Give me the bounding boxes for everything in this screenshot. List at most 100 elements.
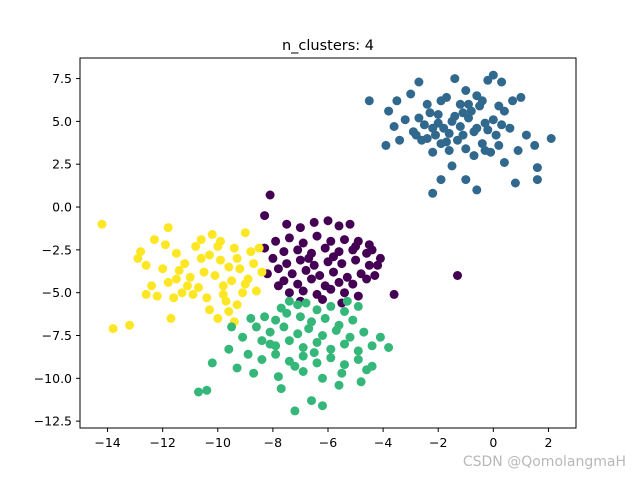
data-point xyxy=(235,264,245,274)
data-point xyxy=(293,300,303,310)
data-point xyxy=(218,281,228,291)
data-point xyxy=(238,288,248,298)
data-point xyxy=(194,283,203,292)
data-point xyxy=(422,99,432,109)
data-point xyxy=(364,96,374,106)
data-point xyxy=(309,217,319,227)
data-point xyxy=(271,349,281,359)
data-point xyxy=(461,175,471,185)
data-point xyxy=(304,253,314,263)
data-point xyxy=(257,267,267,277)
y-tick-label: 7.5 xyxy=(52,71,72,86)
plot-points xyxy=(97,70,556,416)
data-point xyxy=(546,134,556,143)
data-point xyxy=(158,264,168,274)
data-point xyxy=(428,147,438,157)
data-point xyxy=(513,146,523,155)
data-point xyxy=(375,253,385,263)
data-point xyxy=(194,387,203,397)
data-point xyxy=(497,120,507,130)
data-point xyxy=(530,140,540,150)
data-point xyxy=(458,130,468,140)
data-point xyxy=(326,301,336,311)
y-tick-label: 0.0 xyxy=(52,200,72,215)
data-point xyxy=(334,277,344,287)
data-point xyxy=(301,298,311,308)
data-point xyxy=(147,281,157,291)
data-point xyxy=(171,248,181,258)
data-point xyxy=(309,348,319,358)
data-point xyxy=(243,349,253,359)
data-point xyxy=(210,271,220,280)
data-point xyxy=(433,110,443,119)
y-tick-label: 5.0 xyxy=(52,114,72,129)
data-point xyxy=(406,89,416,99)
data-point xyxy=(497,77,507,87)
data-point xyxy=(381,140,391,150)
data-point xyxy=(166,313,176,323)
data-point xyxy=(455,99,465,109)
data-point xyxy=(411,130,421,140)
data-point xyxy=(257,336,267,346)
data-point xyxy=(362,274,372,284)
data-point xyxy=(505,123,515,133)
x-axis: −14 −12 −10 −8 −6 −4 −2 0 2 xyxy=(94,428,552,450)
data-point xyxy=(265,339,275,349)
data-point xyxy=(329,267,338,277)
data-point xyxy=(428,188,438,198)
data-point xyxy=(273,372,283,382)
data-point xyxy=(483,125,493,135)
data-point xyxy=(265,327,275,337)
data-point xyxy=(491,130,501,140)
x-tick-label: −6 xyxy=(319,435,337,450)
data-point xyxy=(469,151,479,161)
data-point xyxy=(326,353,336,363)
data-point xyxy=(196,235,206,245)
data-point xyxy=(295,223,305,233)
data-point xyxy=(304,324,314,334)
data-point xyxy=(461,86,471,95)
data-point xyxy=(260,211,270,221)
data-point xyxy=(326,284,336,294)
data-point xyxy=(323,216,333,226)
data-point xyxy=(419,120,429,130)
data-point xyxy=(364,260,374,270)
data-point xyxy=(169,293,179,303)
data-point xyxy=(218,289,228,299)
x-tick-label: 0 xyxy=(489,435,497,450)
data-point xyxy=(414,113,424,123)
chart-title: n_clusters: 4 xyxy=(282,38,374,54)
data-point xyxy=(312,305,322,315)
data-point xyxy=(97,219,107,229)
data-point xyxy=(436,96,446,106)
data-point xyxy=(284,233,294,243)
data-point xyxy=(340,339,349,349)
data-point xyxy=(392,96,402,106)
data-point xyxy=(337,368,347,378)
data-point xyxy=(326,236,336,246)
data-point xyxy=(224,344,234,354)
y-tick-label: −2.5 xyxy=(42,242,72,257)
data-point xyxy=(298,238,308,248)
data-point xyxy=(348,279,358,289)
data-point xyxy=(359,327,369,337)
data-point xyxy=(273,264,283,274)
data-point xyxy=(207,358,217,368)
data-point xyxy=(431,130,440,140)
data-point xyxy=(240,279,250,289)
data-point xyxy=(293,329,303,339)
data-point xyxy=(251,322,261,332)
data-point xyxy=(171,274,181,284)
data-point xyxy=(221,296,231,306)
data-point xyxy=(188,289,198,299)
data-point xyxy=(312,231,322,241)
data-point xyxy=(450,111,460,121)
data-point xyxy=(400,115,410,125)
data-point xyxy=(196,253,206,263)
data-point xyxy=(293,279,303,289)
data-point xyxy=(216,255,225,265)
data-point xyxy=(133,253,143,263)
data-point xyxy=(466,106,476,116)
data-point xyxy=(477,139,487,149)
